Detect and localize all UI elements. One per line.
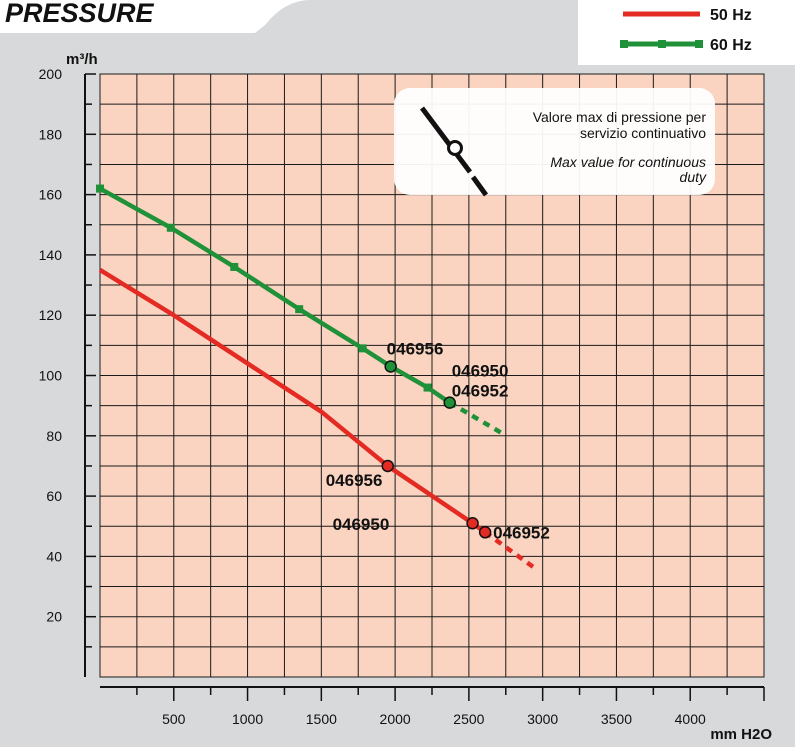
series-extension-1 [448,400,503,435]
max-point-label: 046950 [452,362,509,381]
y-tick-label: 200 [39,66,63,82]
annotation-text-it: Valore max di pressione per [533,109,707,125]
legend-60hz-marker [620,40,628,48]
max-point-1 [384,360,397,373]
annotation-text-en: duty [680,169,707,185]
series-marker-1 [358,344,367,353]
max-point-label: 046950 [333,515,390,534]
axes: 20 40 60 80 100 120 140 160 180 200 500 1000 1500 200… [39,66,765,727]
legend-60hz-marker [695,40,703,48]
x-tick-label: 1000 [232,711,263,727]
y-tick-label: 140 [39,247,63,263]
series-marker-1 [230,262,239,271]
annotation-text-en: Max value for continuous [550,154,706,170]
y-tick-label: 100 [39,368,63,384]
x-tick-label: 500 [162,711,186,727]
y-tick-label: 160 [39,187,63,203]
chart-title: PRESSURE [5,0,155,28]
legend-60hz-marker [658,40,666,48]
max-point-label: 046956 [326,471,383,490]
max-point-0 [478,526,492,539]
title-tab [0,0,310,33]
series-line-1 [98,186,451,405]
y-tick-label: 80 [46,428,62,444]
legend-box [578,0,795,65]
x-axis-label: mm H2O [710,726,772,743]
y-tick-label: 40 [46,548,62,564]
x-tick-label: 4000 [675,711,706,727]
y-tick-label: 120 [39,307,63,323]
y-tick-label: 180 [39,126,63,142]
annotation-marker [447,140,463,156]
max-point-label: 046952 [493,523,550,542]
series-marker-1 [295,305,304,314]
annotation-background [394,88,715,195]
annotation-line [420,106,472,174]
max-point-label: 046952 [452,382,509,401]
x-tick-label: 1500 [306,711,337,727]
y-axis-label: m³/h [66,51,98,68]
x-tick-label: 3000 [527,711,558,727]
max-point-0 [466,516,479,530]
legend-60hz-label: 60 Hz [710,37,752,54]
annotation-text-it: servizio continuativo [580,125,706,141]
series-marker-1 [423,383,432,392]
legend-50hz-label: 50 Hz [710,7,752,24]
annotation-dash [470,175,489,197]
series-marker-1 [166,223,175,232]
series-marker-1 [96,184,104,193]
series-layer [96,184,537,571]
x-tick-label: 2000 [380,711,411,727]
y-tick-label: 20 [46,609,62,625]
max-point-1 [443,396,456,409]
max-point-0 [381,459,394,473]
y-tick-label: 60 [46,488,62,504]
x-tick-label: 3500 [601,711,632,727]
x-tick-label: 2500 [453,711,484,727]
plot-border [99,73,765,678]
series-extension-0 [483,530,537,571]
max-point-label: 046956 [387,339,444,358]
